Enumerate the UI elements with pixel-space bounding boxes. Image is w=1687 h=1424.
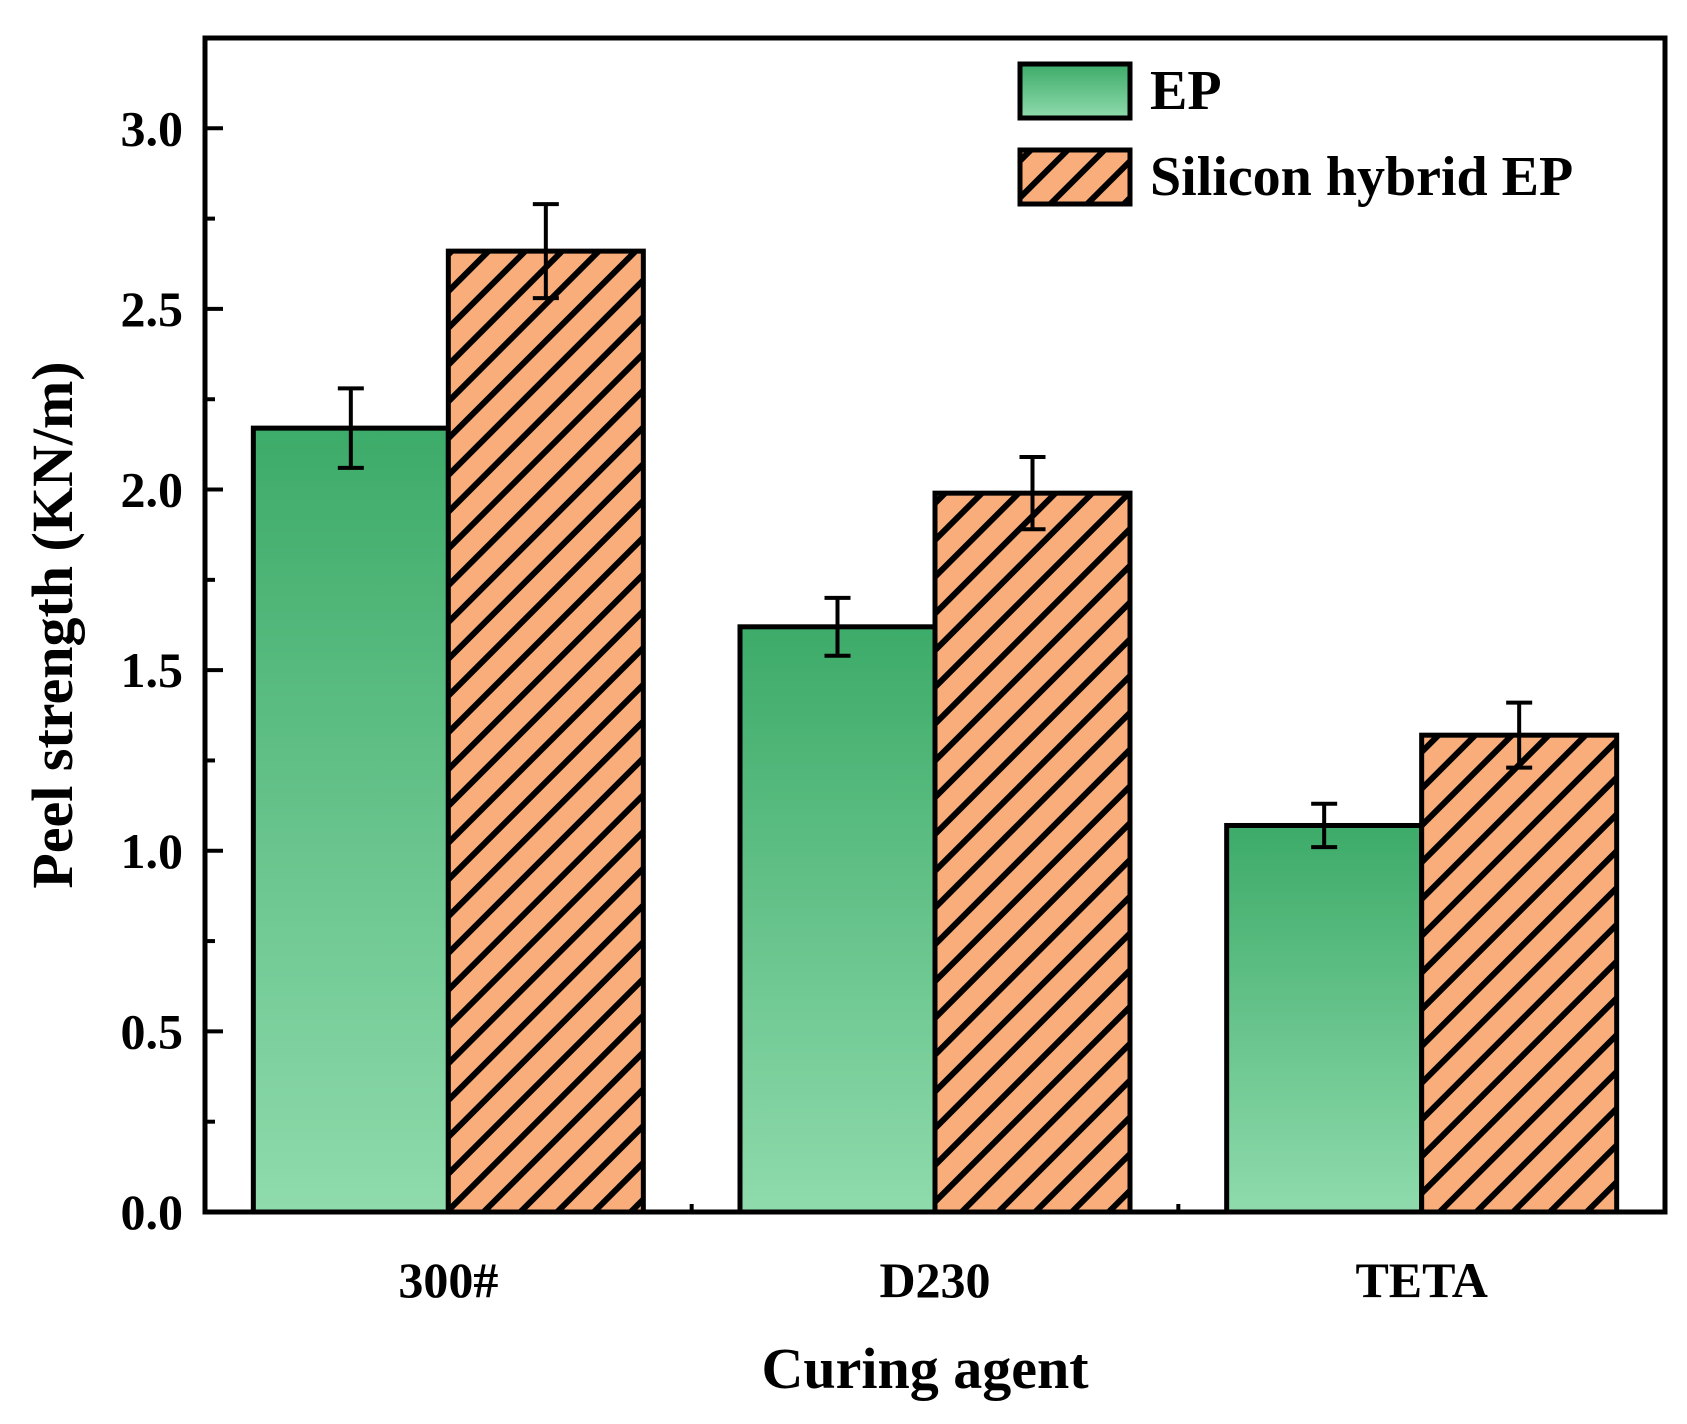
y-axis-title: Peel strength (KN/m) (20, 361, 85, 888)
x-tick-label: TETA (1355, 1252, 1487, 1308)
bar-ep-300 (250, 425, 451, 1215)
bar-silicon-hybrid-ep-teta (1419, 732, 1620, 1215)
legend-item-silicon-hybrid-ep: Silicon hybrid EP (1017, 146, 1573, 208)
bar-silicon-hybrid-ep-d230 (932, 490, 1133, 1215)
y-tick-label: 1.5 (121, 642, 184, 698)
error-bar-silicon-hybrid-ep-teta (1506, 700, 1533, 770)
legend: EP Silicon hybrid EP (1017, 60, 1573, 208)
legend-label: EP (1150, 60, 1222, 122)
error-bar-ep-d230 (824, 595, 851, 658)
y-tick-label: 2.0 (121, 462, 184, 518)
bar-ep-teta (1224, 822, 1425, 1215)
y-tick-label: 0.0 (121, 1184, 184, 1240)
y-tick-label: 1.0 (121, 823, 184, 879)
bar-silicon-hybrid-ep-300 (445, 248, 646, 1215)
plot-frame (202, 35, 1668, 1215)
legend-swatch (1017, 147, 1133, 207)
x-tick-label: D230 (879, 1252, 990, 1308)
error-bar-silicon-hybrid-ep-300 (532, 202, 559, 301)
error-bar-silicon-hybrid-ep-d230 (1019, 455, 1046, 532)
y-tick-label: 0.5 (121, 1003, 184, 1059)
plot-area (250, 202, 1620, 1215)
legend-item-ep: EP (1017, 60, 1222, 122)
error-bar-ep-teta (1311, 801, 1338, 850)
y-tick-label: 3.0 (121, 100, 184, 156)
legend-swatch (1017, 61, 1133, 121)
x-tick-label: 300# (398, 1252, 498, 1308)
axes: 300# D230 TETA 0.0 0.5 1.0 1.5 2.0 2.5 3.0 Curing … (20, 35, 1668, 1401)
y-tick-label: 2.5 (121, 281, 184, 337)
error-bar-ep-300 (337, 386, 364, 470)
x-axis-title: Curing agent (761, 1336, 1089, 1401)
legend-label: Silicon hybrid EP (1150, 146, 1573, 208)
bar-ep-d230 (737, 624, 938, 1215)
